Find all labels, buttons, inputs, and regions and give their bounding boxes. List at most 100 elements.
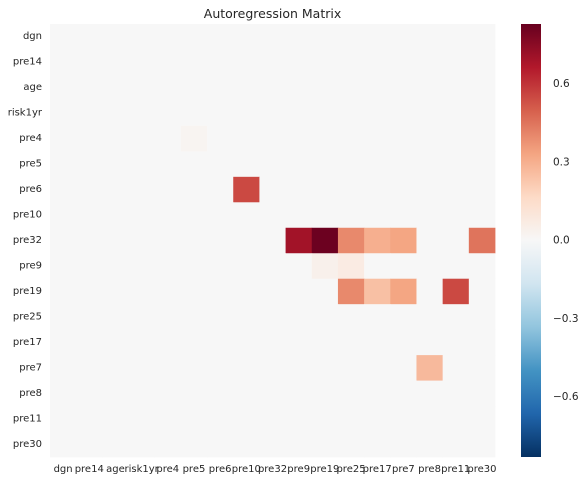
heatmap-cell	[364, 431, 391, 458]
heatmap-cell	[76, 406, 103, 432]
heatmap-cell	[154, 278, 182, 305]
row-labels: dgn pre14 age risk1yr pre4 pre5 pre6 pre10 pre32…	[8, 31, 43, 450]
heatmap-cell	[154, 431, 182, 458]
heatmap-cell	[416, 253, 444, 280]
heatmap-cell	[390, 253, 417, 280]
heatmap-cell	[364, 202, 391, 229]
heatmap-cell	[50, 431, 77, 458]
heatmap-cell	[285, 125, 313, 152]
heatmap-cell	[207, 49, 234, 76]
heatmap-cell	[390, 176, 417, 203]
heatmap-cell	[364, 253, 391, 280]
heatmap-cell	[442, 355, 470, 381]
heatmap-cell	[207, 406, 234, 432]
heatmap-cell	[233, 227, 260, 254]
heatmap-cell	[180, 49, 208, 76]
heatmap-cell	[233, 355, 260, 381]
heatmap-cell	[128, 253, 156, 280]
heatmap-cell	[154, 406, 182, 432]
heatmap-cell	[416, 176, 444, 203]
heatmap-cell	[442, 151, 470, 178]
heatmap-cell	[207, 100, 234, 127]
heatmap-cell	[259, 151, 286, 178]
heatmap-cell	[50, 329, 77, 356]
heatmap-cell	[285, 100, 313, 127]
heatmap-cell	[128, 49, 156, 76]
heatmap-cell	[154, 329, 182, 356]
heatmap-cell	[180, 227, 208, 254]
row-label: pre5	[19, 159, 42, 170]
colorbar-ticks: 0.6 0.3 0.0 −0.3 −0.6	[553, 78, 579, 403]
heatmap-cell	[102, 176, 129, 203]
heatmap-cell	[311, 100, 339, 127]
heatmap-cell	[180, 431, 208, 458]
heatmap-cell	[468, 100, 496, 127]
heatmap-cell	[76, 329, 103, 356]
heatmap-cell	[442, 74, 470, 101]
heatmap-cell	[50, 202, 77, 229]
heatmap-cell	[311, 151, 339, 178]
heatmap-cell	[154, 151, 182, 178]
heatmap-cell	[233, 125, 260, 152]
colorbar	[521, 24, 541, 457]
heatmap-cell	[364, 151, 391, 178]
heatmap-cell	[207, 329, 234, 356]
column-label: pre14	[75, 464, 104, 475]
heatmap-cell	[128, 100, 156, 127]
heatmap-cell	[128, 227, 156, 254]
heatmap-cell	[180, 74, 208, 101]
heatmap-cell	[128, 24, 156, 50]
heatmap-cell	[128, 202, 156, 229]
colorbar-tick-label: 0.0	[553, 235, 570, 247]
heatmap-cell	[50, 74, 77, 101]
heatmap-cell	[390, 49, 417, 76]
heatmap-cell	[311, 253, 339, 280]
colorbar-tick-label: −0.6	[553, 391, 579, 403]
heatmap-cell	[337, 151, 365, 178]
heatmap-cell	[180, 100, 208, 127]
heatmap-cell	[416, 431, 444, 458]
heatmap-cell	[416, 202, 444, 229]
heatmap-cell	[76, 278, 103, 305]
colorbar-tick-label: 0.3	[553, 156, 570, 168]
heatmap-cell	[102, 406, 129, 432]
chart-title: Autoregression Matrix	[204, 6, 341, 21]
heatmap-cell	[76, 176, 103, 203]
heatmap-cell	[50, 176, 77, 203]
heatmap-cell	[102, 100, 129, 127]
heatmap-cell	[76, 304, 103, 331]
heatmap-cell	[364, 24, 391, 50]
heatmap-cell	[468, 125, 496, 152]
heatmap-cell	[442, 227, 470, 254]
heatmap-cell	[364, 329, 391, 356]
heatmap-cell	[207, 24, 234, 50]
heatmap-cell	[102, 24, 129, 50]
heatmap-cell	[390, 24, 417, 50]
heatmap-cell	[311, 329, 339, 356]
heatmap-cell	[180, 176, 208, 203]
heatmap-cell	[337, 100, 365, 127]
heatmap-cell	[259, 227, 286, 254]
column-label: pre6	[209, 464, 232, 475]
heatmap-cell	[285, 380, 313, 407]
heatmap-cell	[207, 125, 234, 152]
column-label: pre10	[232, 464, 261, 475]
heatmap-cell	[128, 304, 156, 331]
heatmap-cell	[154, 24, 182, 50]
heatmap-cell	[128, 151, 156, 178]
heatmap-cell	[285, 24, 313, 50]
heatmap-cell	[76, 202, 103, 229]
heatmap-cell	[337, 355, 365, 381]
heatmap-cell	[128, 125, 156, 152]
heatmap-cell	[311, 355, 339, 381]
heatmap-cell	[285, 227, 313, 254]
heatmap-cell	[285, 304, 313, 331]
heatmap-cell	[102, 304, 129, 331]
heatmap-cell	[468, 151, 496, 178]
heatmap-cell	[102, 74, 129, 101]
heatmap-cell	[390, 431, 417, 458]
row-label: pre30	[13, 439, 42, 450]
heatmap-cell	[364, 125, 391, 152]
heatmap-cell	[364, 355, 391, 381]
